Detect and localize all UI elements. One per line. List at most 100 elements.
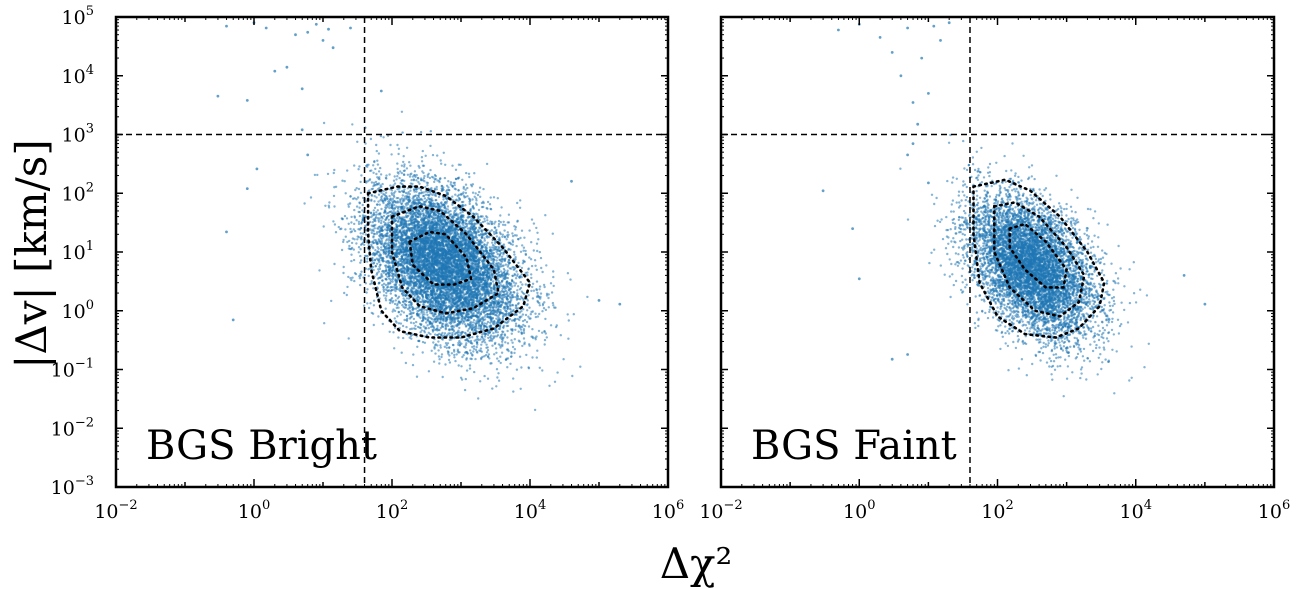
scatter-point — [533, 408, 537, 412]
scatter-point — [529, 313, 532, 316]
scatter-point — [548, 384, 551, 387]
scatter-point — [524, 249, 527, 253]
scatter-point — [392, 299, 395, 303]
scatter-point — [415, 320, 418, 324]
scatter-point — [499, 308, 502, 312]
scatter-point — [411, 363, 415, 367]
scatter-point — [532, 289, 536, 292]
scatter-point — [454, 359, 457, 363]
scatter-point — [453, 184, 456, 187]
scatter-point — [421, 351, 424, 354]
scatter-point — [479, 347, 483, 350]
scatter-point — [519, 328, 523, 331]
scatter-point — [433, 194, 436, 197]
scatter-point — [467, 172, 471, 175]
scatter-point — [420, 156, 424, 159]
scatter-point — [459, 208, 462, 212]
scatter-point — [350, 259, 353, 263]
scatter-point — [517, 237, 520, 241]
scatter-point — [399, 289, 402, 292]
scatter-point — [377, 219, 380, 222]
scatter-point — [459, 376, 463, 379]
scatter-point — [379, 173, 383, 176]
scatter-point — [342, 240, 345, 244]
scatter-point — [376, 163, 380, 166]
scatter-point — [398, 283, 401, 287]
scatter-point — [356, 238, 359, 241]
scatter-point — [446, 342, 450, 345]
scatter-point — [530, 276, 533, 280]
scatter-point — [514, 322, 518, 325]
scatter-point — [377, 247, 380, 250]
scatter-point — [417, 187, 421, 190]
scatter-point — [483, 217, 486, 220]
scatter-point — [511, 341, 514, 344]
scatter-point — [493, 342, 497, 346]
scatter-point — [496, 357, 499, 360]
scatter-point — [491, 344, 494, 347]
scatter-point — [444, 163, 447, 166]
scatter-point — [522, 249, 525, 252]
scatter-point — [538, 250, 541, 254]
scatter-point — [493, 232, 496, 236]
scatter-point — [363, 243, 366, 246]
scatter-point — [506, 329, 509, 333]
scatter-point — [421, 209, 424, 213]
scatter-point — [529, 258, 533, 261]
scatter-point — [374, 249, 377, 252]
panel-bgs-bright: 10−2 100 102 104 10610−310−210−1100101102103… — [51, 4, 685, 523]
scatter-point — [458, 331, 461, 334]
scatter-point — [401, 131, 404, 134]
scatter-point — [511, 345, 515, 349]
scatter-point — [400, 351, 403, 354]
scatter-point — [393, 347, 396, 350]
scatter-point — [375, 143, 378, 147]
scatter-point — [519, 199, 522, 202]
scatter-point — [402, 173, 406, 176]
scatter-point — [535, 268, 538, 271]
scatter-point — [436, 324, 439, 328]
scatter-point — [486, 349, 490, 352]
scatter-point — [407, 219, 410, 223]
scatter-point — [309, 196, 313, 199]
scatter-point — [374, 167, 377, 171]
scatter-point — [358, 277, 362, 280]
scatter-point — [480, 343, 483, 346]
scatter-point — [376, 159, 379, 162]
scatter-point — [497, 225, 500, 228]
scatter-point — [348, 244, 351, 248]
scatter-point — [535, 242, 539, 245]
scatter-point — [353, 208, 356, 212]
scatter-point — [462, 320, 466, 324]
scatter-point — [395, 321, 398, 324]
scatter-point — [547, 306, 550, 309]
scatter-point — [458, 306, 461, 309]
scatter-point — [373, 206, 377, 210]
scatter-point — [427, 326, 430, 330]
scatter-point — [443, 332, 447, 335]
scatter-point — [528, 306, 531, 309]
scatter-point — [501, 318, 504, 321]
scatter-point — [536, 231, 539, 234]
scatter-point — [536, 315, 540, 318]
scatter-point — [427, 370, 431, 373]
scatter-point — [495, 259, 498, 262]
scatter-point — [499, 221, 502, 224]
scatter-point — [366, 288, 369, 291]
scatter-point — [522, 331, 526, 335]
scatter-point — [340, 248, 344, 252]
scatter-point — [397, 152, 400, 156]
scatter-point — [471, 219, 474, 222]
scatter-point — [547, 296, 550, 300]
scatter-point — [426, 173, 429, 177]
scatter-point — [464, 188, 467, 191]
scatter-point — [372, 229, 375, 233]
scatter-point — [491, 241, 494, 244]
scatter-point — [409, 164, 412, 167]
scatter-point — [491, 280, 495, 283]
scatter-point — [414, 327, 417, 331]
scatter-point — [464, 204, 467, 207]
scatter-point — [495, 385, 498, 388]
scatter-point — [379, 134, 383, 138]
scatter-point — [434, 352, 437, 355]
